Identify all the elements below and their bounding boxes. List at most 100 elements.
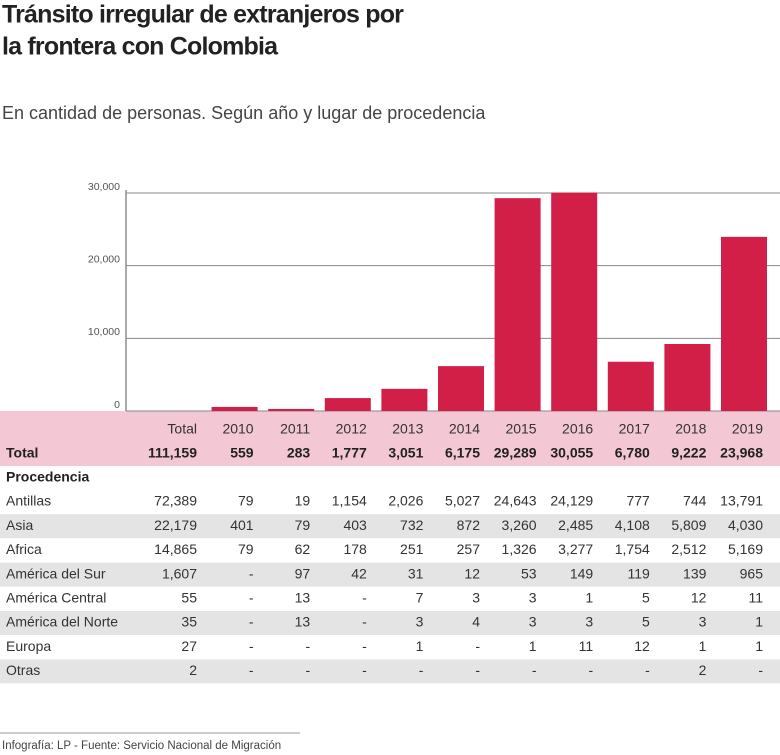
- row-label: América del Sur: [6, 565, 106, 581]
- column-header: 2010: [222, 421, 253, 437]
- cell: -: [532, 662, 537, 678]
- cell: 97: [295, 565, 311, 581]
- row-label: Africa: [6, 541, 42, 557]
- total-cell: 6,175: [445, 445, 480, 461]
- row-label: Total: [6, 445, 38, 461]
- footer: Infografía: LP - Fuente: Servicio Nacion…: [2, 740, 281, 752]
- cell: 4: [472, 614, 480, 630]
- y-tick-label: 10,000: [88, 326, 120, 338]
- cell: -: [306, 662, 311, 678]
- cell: 119: [627, 565, 650, 581]
- cell: 3: [529, 590, 537, 606]
- bar: [494, 198, 541, 411]
- cell: -: [589, 662, 594, 678]
- cell: 12: [691, 590, 707, 606]
- cell: -: [362, 662, 367, 678]
- cell: -: [249, 662, 254, 678]
- cell: 3: [416, 614, 424, 630]
- cell: 1,326: [502, 541, 537, 557]
- bar: [324, 398, 371, 411]
- cell: 1: [755, 614, 763, 630]
- cell: -: [645, 662, 650, 678]
- cell: 72,389: [154, 493, 197, 509]
- cell: 2,512: [671, 541, 706, 557]
- cell: -: [249, 614, 254, 630]
- cell: 1,154: [332, 493, 367, 509]
- cell: 53: [521, 565, 537, 581]
- cell: 79: [295, 517, 311, 533]
- bar: [664, 343, 711, 411]
- cell: 4,108: [615, 517, 650, 533]
- total-cell: 559: [230, 445, 254, 461]
- cell: -: [362, 638, 367, 654]
- cell: 2: [189, 662, 197, 678]
- y-tick-label: 20,000: [88, 253, 120, 265]
- cell: 2,026: [388, 493, 423, 509]
- cell: 1: [699, 638, 707, 654]
- row-shade: [0, 514, 780, 539]
- cell: -: [475, 638, 480, 654]
- row-label: Europa: [6, 638, 51, 654]
- cell: 2,485: [558, 517, 593, 533]
- cell: 1,607: [162, 565, 197, 581]
- cell: 11: [579, 638, 594, 654]
- cell: 3: [699, 614, 707, 630]
- row-shade: [0, 611, 780, 635]
- bar: [551, 192, 598, 411]
- bar: [211, 406, 258, 411]
- column-header: 2018: [675, 421, 706, 437]
- column-header: 2015: [505, 421, 536, 437]
- cell: 3: [472, 590, 480, 606]
- cell: -: [475, 662, 480, 678]
- cell: 3: [585, 614, 593, 630]
- cell: 11: [748, 590, 763, 606]
- cell: -: [362, 614, 367, 630]
- column-header: 2017: [619, 421, 650, 437]
- cell: -: [362, 590, 367, 606]
- total-cell: 29,289: [494, 445, 537, 461]
- cell: 22,179: [154, 517, 197, 533]
- cell: 14,865: [154, 541, 197, 557]
- cell: 27: [181, 638, 197, 654]
- cell: 1,754: [615, 541, 650, 557]
- column-header: Total: [167, 421, 197, 437]
- total-cell: 9,222: [671, 445, 706, 461]
- row-label: América Central: [6, 590, 106, 606]
- column-header: 2013: [392, 421, 423, 437]
- bar: [607, 361, 654, 411]
- cell: -: [249, 638, 254, 654]
- row-label: Otras: [6, 662, 40, 678]
- cell: 965: [740, 565, 764, 581]
- cell: 35: [181, 614, 197, 630]
- title-line: la frontera con Colombia: [2, 33, 279, 61]
- row-label: América del Norte: [6, 614, 118, 630]
- cell: -: [249, 590, 254, 606]
- row-shade: [0, 659, 780, 684]
- total-band: [0, 411, 780, 466]
- bars: [211, 192, 767, 411]
- total-cell: 23,968: [720, 445, 763, 461]
- cell: 5: [642, 590, 650, 606]
- cell: 4,030: [728, 517, 763, 533]
- cell: 62: [295, 541, 311, 557]
- column-header: 2019: [732, 421, 763, 437]
- total-cell: 111,159: [148, 445, 197, 461]
- cell: 178: [343, 541, 367, 557]
- cell: 5,027: [445, 493, 480, 509]
- cell: 1: [755, 638, 763, 654]
- cell: 872: [457, 517, 481, 533]
- subtitle: En cantidad de personas. Según año y lug…: [2, 103, 486, 123]
- cell: 13,791: [720, 493, 763, 509]
- cell: -: [249, 565, 254, 581]
- cell: 1: [529, 638, 537, 654]
- cell: 5,169: [728, 541, 763, 557]
- cell: 777: [626, 493, 650, 509]
- cell: 139: [683, 565, 707, 581]
- cell: 12: [634, 638, 650, 654]
- cell: 1: [585, 590, 593, 606]
- cell: 12: [464, 565, 480, 581]
- cell: 732: [400, 517, 424, 533]
- total-cell: 1,777: [332, 445, 367, 461]
- row-shade: [0, 562, 780, 587]
